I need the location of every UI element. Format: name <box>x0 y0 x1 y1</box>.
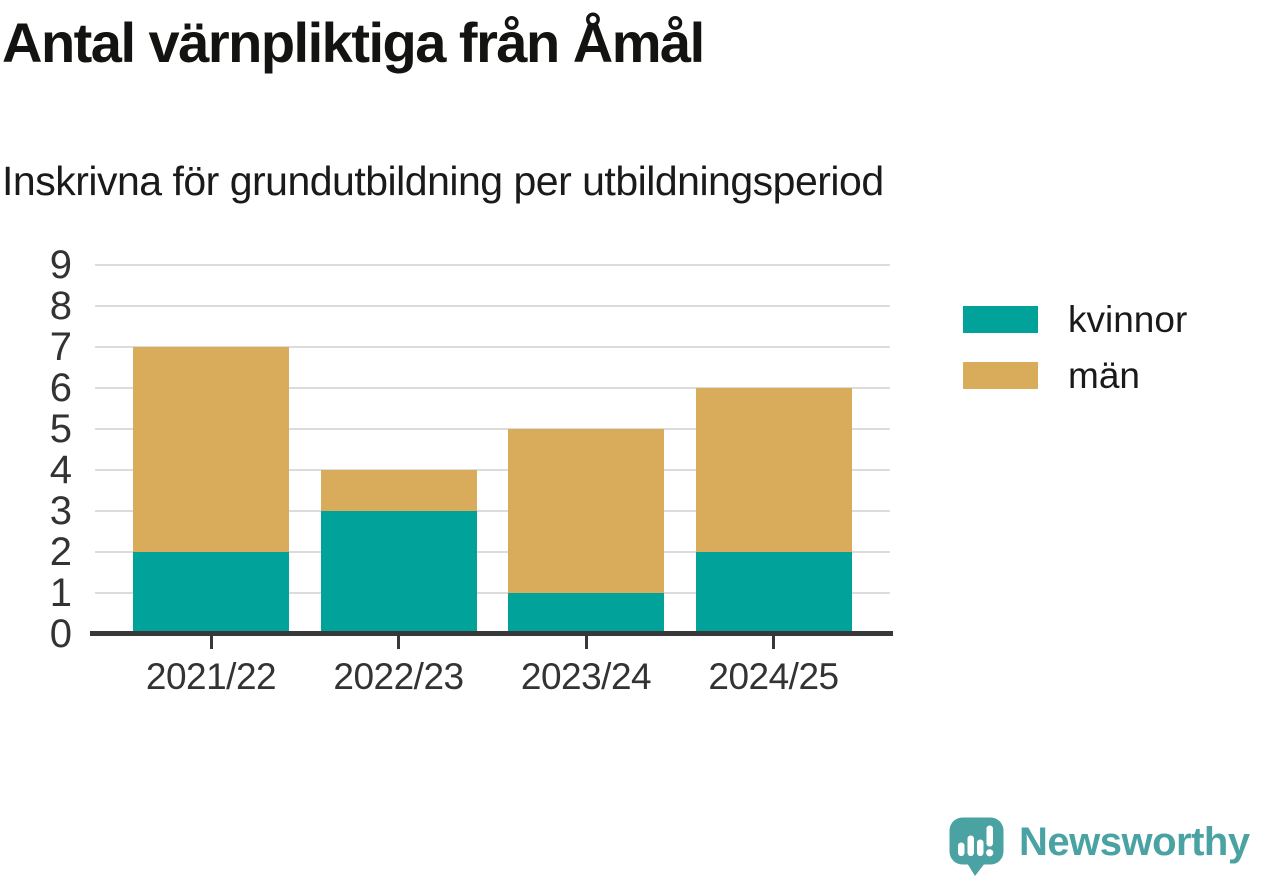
y-axis-label: 0 <box>49 612 72 656</box>
branding-name: Newsworthy <box>1019 820 1250 864</box>
bar-segment-kvinnor <box>695 552 852 634</box>
legend: kvinnor män <box>963 299 1187 418</box>
chart-subtitle: Inskrivna för grundutbildning per utbild… <box>2 158 884 204</box>
y-axis-label: 5 <box>49 407 72 451</box>
y-axis-label: 8 <box>49 284 72 328</box>
x-axis-label: 2021/22 <box>145 656 277 697</box>
gridline <box>95 428 890 430</box>
y-axis-label: 1 <box>49 571 72 615</box>
x-axis-tick <box>209 636 213 649</box>
bar-segment-kvinnor <box>508 593 664 634</box>
x-axis-tick <box>584 636 588 649</box>
branding: Newsworthy <box>948 816 1250 876</box>
y-axis-label: 9 <box>49 243 72 287</box>
chart-title: Antal värnpliktiga från Åmål <box>2 11 705 74</box>
gridline <box>95 387 890 389</box>
bar-segment-män <box>695 388 852 552</box>
y-axis-label: 6 <box>49 366 72 410</box>
x-axis-line <box>90 631 893 636</box>
bar-segment-kvinnor <box>133 552 289 634</box>
newsworthy-logo-icon <box>949 817 1004 876</box>
y-axis-label: 4 <box>49 448 72 492</box>
gridline <box>95 346 890 348</box>
gridline <box>95 305 890 307</box>
gridline <box>95 264 890 266</box>
bar-segment-kvinnor <box>320 511 477 634</box>
y-axis-label: 3 <box>49 489 72 533</box>
legend-item: kvinnor <box>963 299 1187 340</box>
x-axis-label: 2023/24 <box>520 656 652 697</box>
legend-label: män <box>1068 354 1140 396</box>
bar-segment-män <box>320 470 477 511</box>
legend-label: kvinnor <box>1068 298 1188 340</box>
legend-item: män <box>963 355 1187 396</box>
x-axis-tick <box>397 636 400 649</box>
bar-segment-män <box>133 347 289 552</box>
x-axis-label: 2024/25 <box>708 656 839 697</box>
gridline <box>95 551 890 553</box>
x-axis-tick <box>772 636 775 649</box>
y-axis-label: 7 <box>49 325 72 369</box>
gridline <box>95 469 890 471</box>
x-axis-label: 2022/23 <box>333 656 464 697</box>
bar-segment-män <box>508 429 664 593</box>
gridline <box>95 510 890 512</box>
legend-swatch-män <box>963 362 1038 389</box>
legend-swatch-kvinnor <box>963 306 1038 333</box>
gridline <box>95 592 890 594</box>
y-axis-label: 2 <box>49 530 72 574</box>
